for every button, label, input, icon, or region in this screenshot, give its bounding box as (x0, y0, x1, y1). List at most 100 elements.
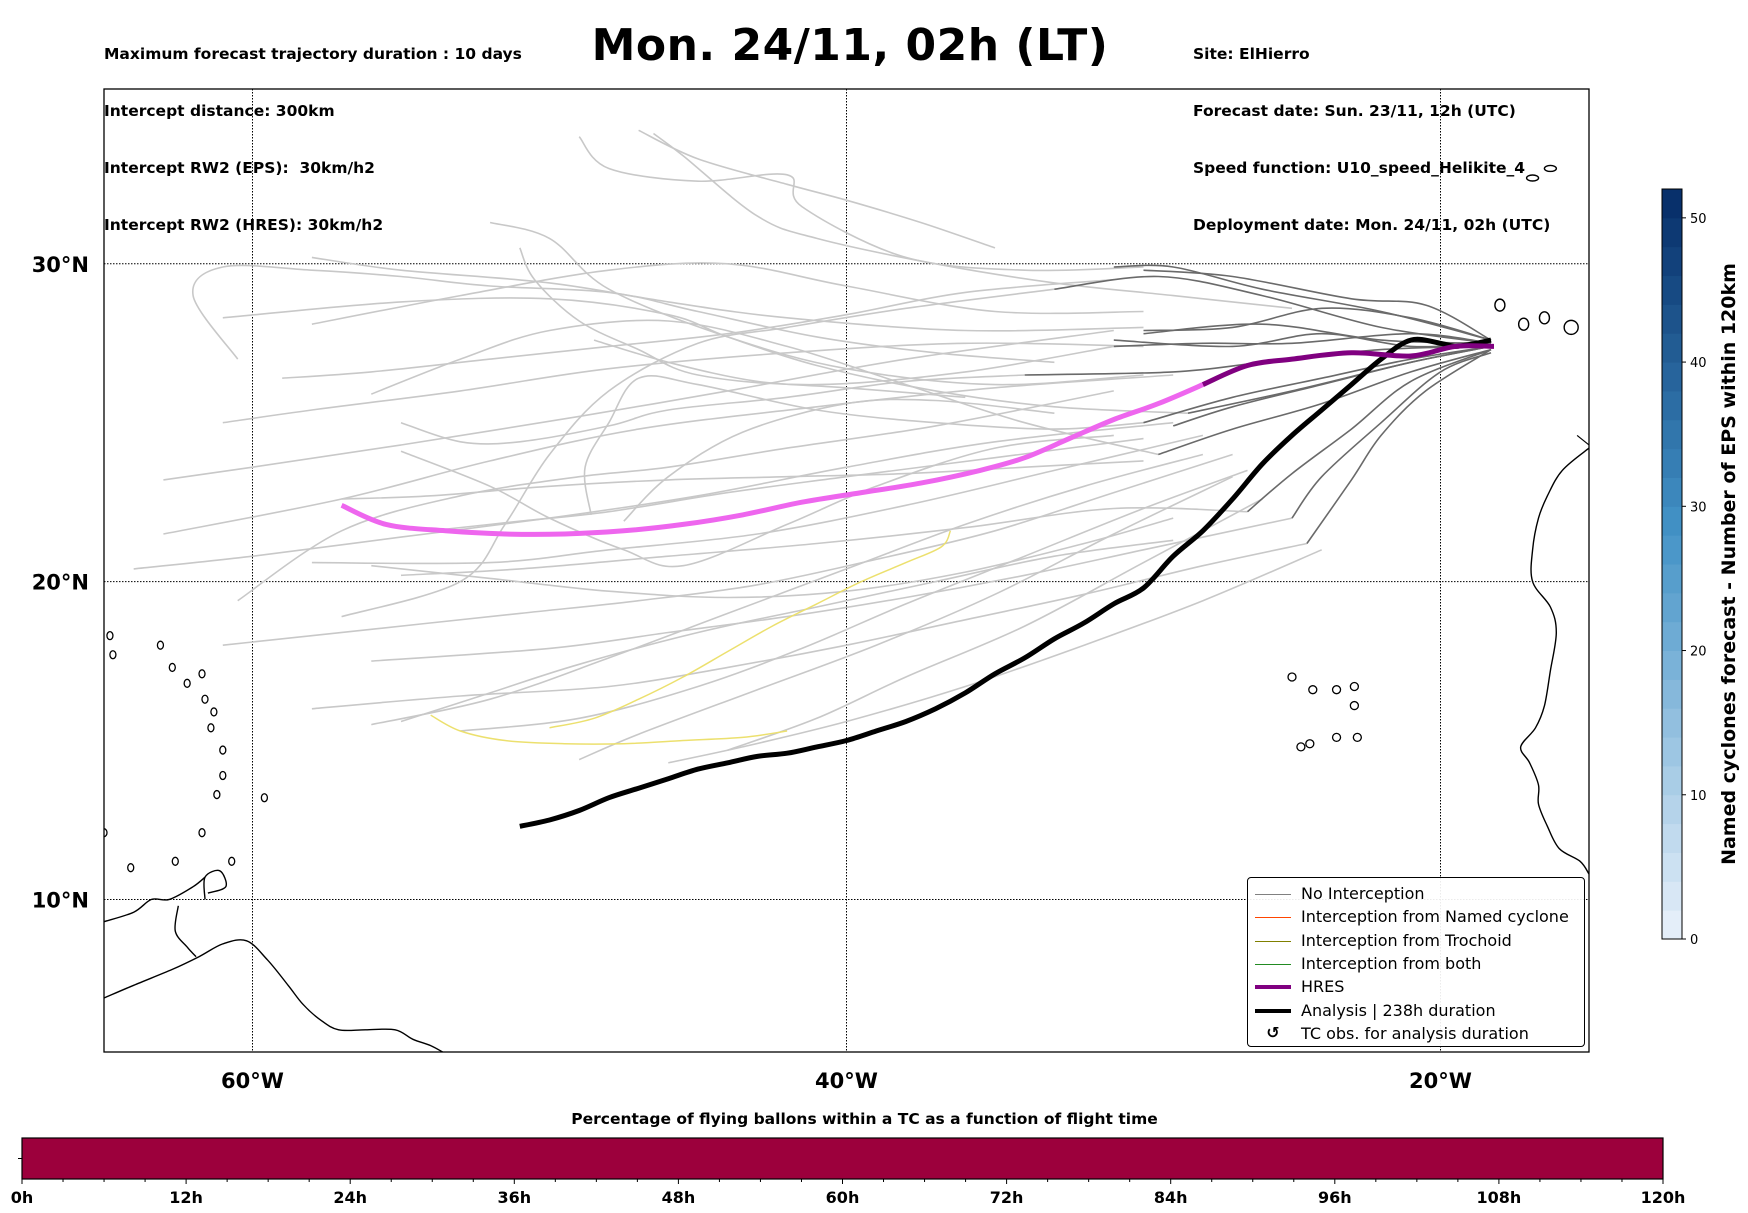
colorbar-step (1662, 189, 1682, 219)
island-cape-verde (1352, 732, 1362, 743)
coastline-africa-north (1576, 434, 1589, 446)
eps-track (222, 453, 1233, 646)
time-tick-label: 36h (497, 1188, 531, 1207)
island-caribbean (171, 856, 179, 866)
legend-line-swatch (1255, 894, 1291, 895)
coastline-south-america (203, 869, 227, 900)
legend-line-swatch (1255, 1008, 1291, 1013)
main-title-wrap: Mon. 24/11, 02h (LT) (0, 20, 1700, 71)
island-canary (1517, 317, 1530, 331)
eps-track (727, 498, 1263, 751)
lon-tick-label: 40°W (815, 1069, 878, 1093)
eps-track-early (1187, 345, 1492, 414)
header-right-info: Site: ElHierro Forecast date: Sun. 23/11… (1193, 7, 1550, 254)
main-title: Mon. 24/11, 02h (LT) (591, 20, 1109, 71)
colorbar-step (1662, 477, 1682, 507)
time-tick-label: 108h (1477, 1188, 1522, 1207)
eps-track (668, 549, 1323, 764)
analysis-track (519, 336, 1492, 829)
colorbar-step (1662, 592, 1682, 623)
colorbar-step (1662, 362, 1682, 392)
flight-time-bar-fill (22, 1138, 1663, 1179)
island-caribbean (109, 650, 117, 660)
legend-item: Interception from both (1248, 953, 1584, 975)
map-frame (103, 88, 1590, 1053)
island-caribbean (210, 707, 218, 717)
island-canary (1626, 290, 1636, 302)
time-tick-label: 120h (1641, 1188, 1686, 1207)
forecast-date-text: Forecast date: Sun. 23/11, 12h (UTC) (1193, 102, 1516, 120)
colorbar-step (1662, 852, 1682, 882)
coastlines (104, 164, 1636, 1052)
trochoid-track (549, 530, 952, 729)
eps-track (400, 374, 1025, 445)
colorbar-step (1662, 535, 1682, 565)
colorbar-step (1662, 275, 1682, 305)
eps-track-early (1143, 345, 1492, 424)
tc-obs-icon: ↺ (1266, 1022, 1280, 1042)
eps-track (371, 517, 1174, 599)
island-caribbean (260, 793, 269, 803)
island-caribbean (219, 770, 227, 781)
highlight-tracks (340, 336, 1495, 829)
colorbar-step (1662, 708, 1682, 738)
island-canary (1563, 319, 1579, 336)
colorbar: 0 10 20 30 40 50 Named cyclones forecast - Num… (1661, 188, 1740, 948)
eps-track (578, 475, 1233, 761)
time-tick-label: 24h (333, 1188, 367, 1207)
colorbar-step (1662, 448, 1682, 478)
lon-tick-label: 60°W (221, 1069, 284, 1093)
intercept-eps-text: Intercept RW2 (EPS): 30km/h2 (104, 159, 375, 177)
island-madeira (1525, 174, 1540, 182)
colorbar-frame (1661, 188, 1683, 940)
coastline-south-america (104, 876, 206, 923)
colorbar-step (1662, 621, 1682, 652)
island-caribbean (106, 631, 114, 641)
eps-track (237, 390, 1114, 602)
island-caribbean (201, 694, 209, 704)
eps-track (192, 264, 1055, 364)
eps-track (341, 288, 1055, 618)
eps-track (311, 262, 1144, 325)
colorbar-step (1662, 910, 1682, 940)
colorbar-step (1662, 823, 1682, 853)
legend-label: No Interception (1301, 884, 1425, 903)
eps-track (282, 278, 1114, 379)
eps-track (371, 517, 1293, 662)
coastline-south-america (174, 905, 197, 958)
eps-track (460, 469, 1248, 732)
colorbar-tick-label: 20 (1690, 645, 1707, 660)
eps-track (430, 437, 1144, 532)
island-cape-verde (1308, 685, 1318, 695)
eps-track (371, 319, 1159, 456)
eps-track (133, 421, 1174, 570)
eps-track (638, 129, 996, 249)
island-cape-verde (1349, 700, 1360, 711)
colorbar-step (1662, 564, 1682, 594)
colorbar-step (1662, 765, 1682, 796)
eps-track-early (1246, 348, 1492, 513)
colorbar-step (1662, 650, 1682, 680)
island-caribbean (183, 678, 191, 688)
island-cape-verde (1287, 672, 1297, 682)
island-cape-verde (1305, 739, 1315, 749)
legend-item: No Interception (1248, 883, 1584, 905)
eps-track (400, 539, 1174, 723)
colorbar-step (1662, 794, 1682, 825)
coastline-south-america (104, 939, 443, 1052)
time-tick-label: 60h (826, 1188, 860, 1207)
legend-item: Interception from Trochoid (1248, 930, 1584, 952)
eps-track (371, 453, 1204, 726)
coastline-africa (1519, 447, 1589, 875)
time-tick-label: 48h (662, 1188, 696, 1207)
legend-item: Interception from Named cyclone (1248, 906, 1584, 928)
lon-tick-label: 20°W (1409, 1069, 1472, 1093)
lat-tick-label: 20°N (32, 571, 89, 595)
eps-track (653, 132, 1293, 310)
legend-item: HRES (1248, 976, 1584, 998)
eps-track (222, 297, 1189, 414)
island-caribbean (228, 856, 236, 866)
eps-track (623, 398, 1055, 522)
eps-track (311, 434, 1204, 565)
